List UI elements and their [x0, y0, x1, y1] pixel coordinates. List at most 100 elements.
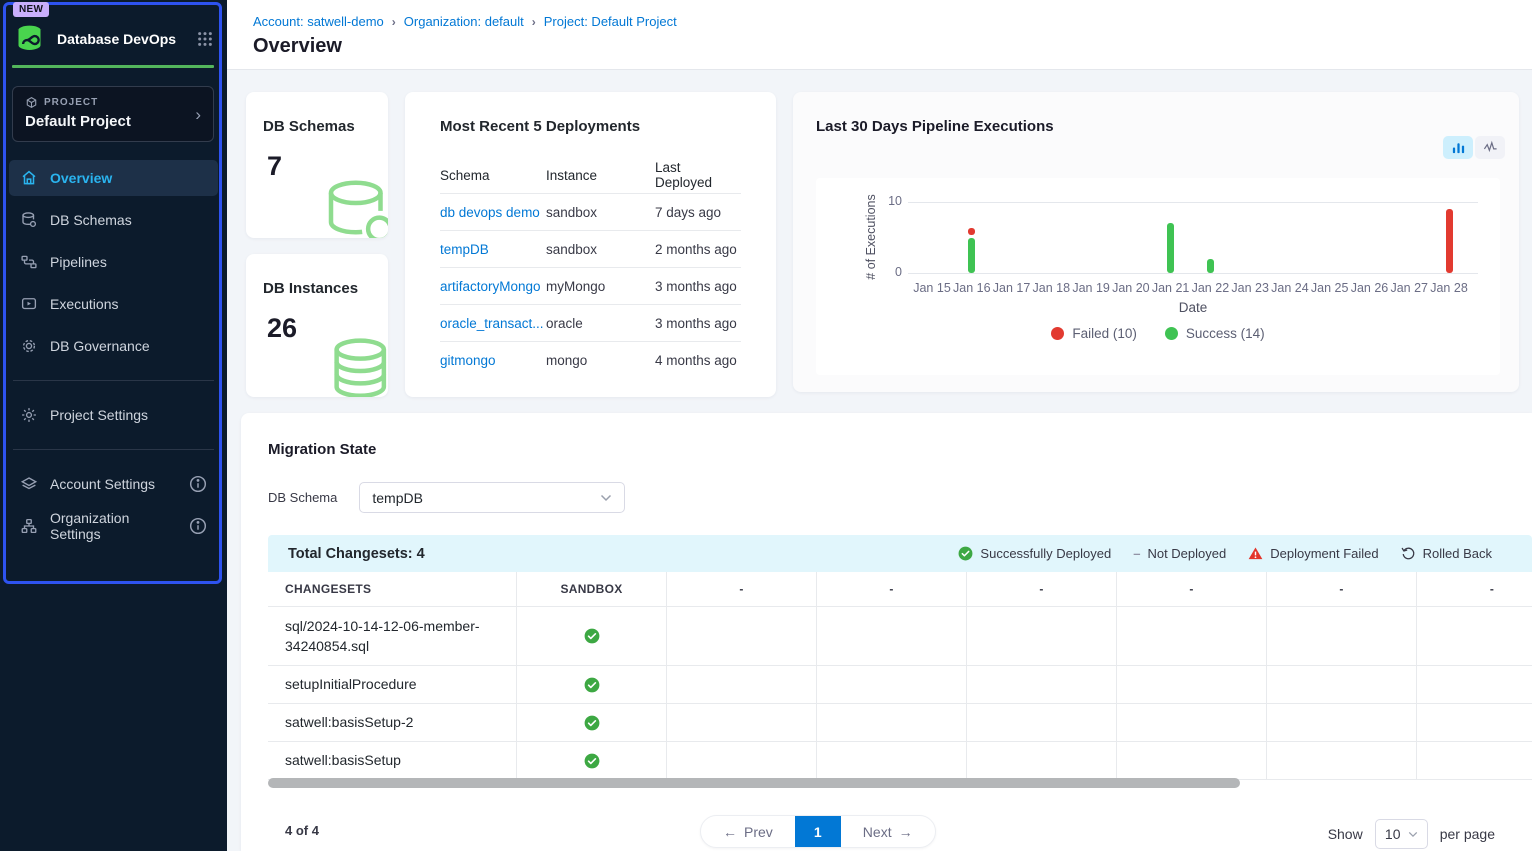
breadcrumb-organization-link[interactable]: Organization: default: [403, 14, 524, 29]
chevron-down-icon: [601, 494, 612, 501]
changeset-name: setupInitialProcedure: [268, 666, 517, 704]
success-bar: [1206, 258, 1214, 273]
rollback-icon: [1401, 547, 1414, 560]
schema-link[interactable]: artifactoryMongo: [440, 278, 541, 294]
page-size-control: Show 10 per page: [1328, 819, 1495, 849]
sidebar-item-account-settings[interactable]: Account Settings: [9, 466, 218, 502]
breadcrumb-project-link[interactable]: Project: Default Project: [543, 14, 677, 29]
breadcrumb-separator: ›: [531, 14, 536, 29]
org-gear-icon: [21, 518, 37, 534]
sidebar: NEW Database DevOps PROJECT Default Proj…: [0, 0, 227, 851]
x-tick-label: Jan 23: [1231, 281, 1269, 295]
sidebar-item-project-settings[interactable]: Project Settings: [9, 397, 218, 433]
check-circle-icon: [958, 546, 973, 561]
x-tick-label: Jan 25: [1310, 281, 1349, 295]
y-tick-label: 10: [888, 194, 902, 208]
legend-dot-icon: [1051, 327, 1065, 340]
db-schema-select[interactable]: tempDB: [359, 482, 626, 513]
chart-legend: Failed (10) Success (14): [816, 326, 1500, 341]
governance-icon: [22, 339, 36, 353]
stat-label: DB Schemas: [263, 118, 355, 135]
per-page-label: per page: [1439, 826, 1495, 842]
pagination-bar: 4 of 4 ← Prev 1 Next → Show 10 per page: [241, 813, 1532, 849]
sidebar-nav: Overview DB Schemas Pipelines Executions…: [0, 160, 227, 364]
x-tick-label: Jan 18: [1032, 281, 1071, 295]
sidebar-item-executions[interactable]: Executions: [9, 286, 218, 322]
chart-plot-area: # of Executions Date Failed (10) Success …: [816, 178, 1500, 375]
schema-link[interactable]: db devops demo: [440, 204, 540, 220]
failed-bar: [968, 228, 976, 236]
horizontal-scrollbar[interactable]: [268, 778, 1240, 788]
changeset-name: sql/2024-10-14-12-06-member-34240854.sql: [268, 607, 517, 666]
line-chart-toggle-button[interactable]: [1475, 136, 1505, 159]
page-size-select[interactable]: 10: [1374, 819, 1428, 849]
bar-chart-toggle-button[interactable]: [1443, 136, 1473, 159]
migration-state-title: Migration State: [268, 441, 377, 458]
check-circle-icon: [584, 677, 599, 692]
schema-link[interactable]: tempDB: [440, 241, 489, 257]
legend-item: Success (14): [1164, 326, 1265, 341]
page-header: Account: satwell-demo › Organization: de…: [227, 0, 1532, 70]
database-devops-logo-icon: [16, 23, 43, 52]
database-icon: [22, 212, 37, 228]
sidebar-item-pipelines[interactable]: Pipelines: [9, 244, 218, 280]
status-legend: Successfully Deployed – Not Deployed Dep…: [958, 546, 1492, 561]
sidebar-green-rule: [12, 65, 214, 68]
check-circle-icon: [584, 753, 599, 768]
info-icon[interactable]: [189, 475, 207, 493]
pagination-count: 4 of 4: [285, 823, 319, 838]
prev-page-button[interactable]: ← Prev: [723, 823, 773, 840]
legend-not-deployed: – Not Deployed: [1133, 546, 1227, 561]
chart-title: Last 30 Days Pipeline Executions: [816, 118, 1054, 135]
chevron-down-icon: [1408, 831, 1417, 837]
sidebar-item-organization-settings[interactable]: Organization Settings: [9, 508, 218, 544]
next-page-button[interactable]: Next →: [862, 823, 913, 840]
breadcrumb-account-link[interactable]: Account: satwell-demo: [253, 14, 384, 29]
table-row: artifactoryMongo myMongo 3 months ago: [440, 268, 741, 305]
check-circle-icon: [584, 628, 599, 644]
pagination-pill: ← Prev 1 Next →: [700, 815, 936, 848]
table-row: db devops demo sandbox 7 days ago: [440, 194, 741, 231]
project-name: Default Project: [25, 113, 131, 130]
schema-link[interactable]: oracle_transact...: [440, 315, 544, 331]
dash-icon: –: [1133, 546, 1141, 561]
warning-triangle-icon: [1248, 547, 1263, 560]
x-tick-label: Jan 17: [992, 281, 1031, 295]
x-tick-label: Jan 15: [913, 281, 951, 295]
legend-label: Success (14): [1185, 326, 1265, 341]
schema-link[interactable]: gitmongo: [440, 353, 496, 368]
table-row: oracle_transact... oracle 3 months ago: [440, 305, 741, 342]
x-tick-label: Jan 24: [1271, 281, 1309, 295]
database-stack-green-icon: [334, 338, 387, 397]
db-instances-card: DB Instances 26: [246, 254, 388, 397]
x-tick-label: Jan 22: [1191, 281, 1230, 295]
legend-label: Failed (10): [1072, 326, 1137, 341]
project-selector[interactable]: PROJECT Default Project ›: [12, 86, 214, 142]
db-schemas-card: DB Schemas 7: [246, 92, 388, 238]
new-badge: NEW: [13, 2, 50, 17]
bar-chart-icon: [1452, 143, 1464, 154]
y-tick-label: 0: [895, 265, 902, 279]
sidebar-item-overview[interactable]: Overview: [9, 160, 218, 196]
arrow-right-icon: →: [898, 823, 913, 840]
legend-deployment-failed: Deployment Failed: [1248, 546, 1379, 561]
table-header-row: CHANGESETS SANDBOX - - - - - -: [268, 572, 1532, 607]
app-grid-icon[interactable]: [197, 31, 213, 47]
changeset-name: satwell:basisSetup: [268, 742, 517, 780]
app-title: Database DevOps: [57, 30, 177, 47]
chart-type-toggle: [1443, 136, 1505, 159]
x-tick-label: Jan 20: [1112, 281, 1150, 295]
x-axis-label: Date: [1178, 300, 1208, 315]
x-tick-label: Jan 21: [1151, 281, 1190, 295]
sidebar-item-db-schemas[interactable]: DB Schemas: [9, 202, 218, 238]
recent-deployments-card: Most Recent 5 Deployments Schema Instanc…: [405, 92, 776, 397]
info-icon[interactable]: [189, 517, 207, 535]
db-schema-selector-row: DB Schema tempDB: [268, 482, 1532, 513]
sidebar-item-db-governance[interactable]: DB Governance: [9, 328, 218, 364]
recent-deployments-table: Schema Instance Last Deployed db devops …: [440, 157, 741, 379]
page-number-button[interactable]: 1: [794, 816, 841, 847]
legend-rolled-back: Rolled Back: [1401, 546, 1492, 561]
db-schema-label: DB Schema: [268, 490, 338, 505]
home-icon: [22, 170, 36, 185]
